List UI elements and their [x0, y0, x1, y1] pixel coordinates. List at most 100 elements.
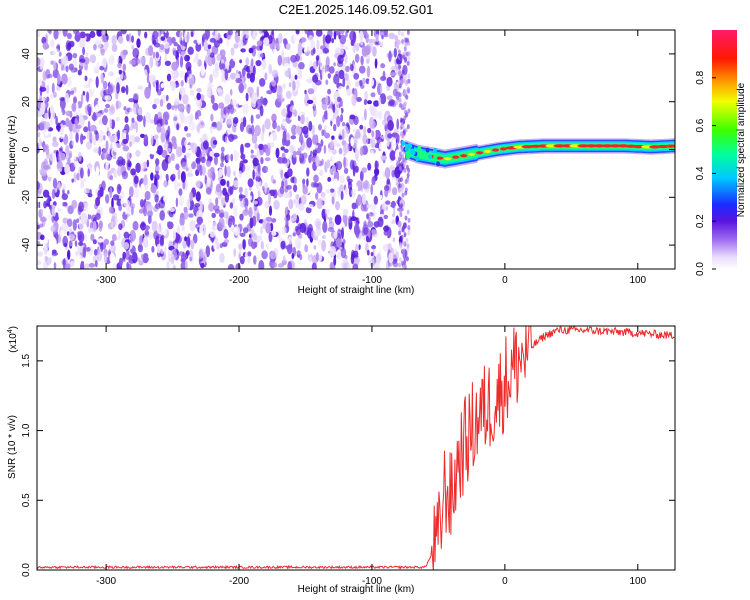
- noise-speck: [132, 92, 139, 100]
- signal-track: [401, 138, 675, 169]
- noise-speck: [220, 151, 225, 163]
- noise-speck: [86, 140, 92, 150]
- noise-speck: [88, 228, 94, 233]
- noise-speck: [217, 192, 222, 200]
- noise-speck: [232, 216, 235, 226]
- noise-speck: [182, 239, 188, 249]
- noise-speck: [370, 252, 374, 257]
- noise-speck: [131, 35, 134, 43]
- noise-speck: [210, 113, 214, 122]
- noise-speck: [172, 264, 176, 269]
- noise-speck: [176, 234, 182, 244]
- noise-speck: [233, 117, 239, 124]
- noise-speck: [50, 225, 56, 233]
- noise-speck: [269, 134, 274, 143]
- noise-speck: [186, 133, 192, 138]
- noise-speck: [273, 200, 280, 210]
- noise-speck: [228, 217, 232, 228]
- noise-edge-speck: [399, 57, 403, 63]
- noise-speck: [181, 225, 185, 231]
- noise-speck: [257, 235, 263, 242]
- noise-speck: [298, 61, 305, 70]
- noise-speck: [343, 156, 346, 169]
- noise-speck: [156, 226, 161, 234]
- noise-speck: [331, 37, 335, 44]
- spectrogram-x-tick-label: 0: [502, 275, 508, 286]
- noise-speck: [99, 90, 104, 97]
- noise-speck: [292, 68, 299, 75]
- noise-speck: [163, 41, 170, 49]
- noise-edge-speck: [403, 167, 407, 173]
- noise-speck: [368, 78, 375, 87]
- noise-edge-speck: [398, 151, 402, 157]
- noise-speck: [39, 223, 44, 228]
- noise-speck: [271, 231, 277, 237]
- noise-edge-speck: [406, 60, 410, 66]
- noise-speck: [335, 238, 343, 248]
- noise-speck: [209, 171, 216, 182]
- noise-speck: [284, 70, 291, 78]
- noise-speck: [331, 156, 337, 163]
- noise-speck: [180, 253, 188, 261]
- noise-speck: [165, 174, 169, 179]
- noise-speck: [374, 71, 379, 80]
- noise-speck: [329, 246, 337, 257]
- noise-speck: [63, 242, 68, 248]
- noise-speck: [64, 164, 71, 175]
- noise-speck: [340, 190, 344, 201]
- signal-core-segment: [484, 149, 492, 153]
- noise-speck: [373, 262, 380, 269]
- noise-speck: [383, 225, 389, 232]
- noise-speck: [395, 177, 399, 186]
- noise-speck: [310, 181, 318, 188]
- noise-speck: [388, 207, 394, 215]
- noise-speck: [247, 238, 254, 247]
- noise-speck: [352, 103, 355, 114]
- noise-speck: [103, 252, 108, 264]
- noise-speck: [87, 168, 90, 177]
- noise-edge-speck: [402, 54, 406, 60]
- noise-speck: [261, 97, 268, 106]
- noise-speck: [48, 30, 52, 35]
- noise-speck: [316, 198, 323, 210]
- noise-speck: [333, 178, 339, 187]
- noise-speck: [109, 252, 116, 264]
- noise-speck: [117, 156, 124, 165]
- noise-speck: [361, 116, 364, 122]
- noise-speck: [135, 121, 138, 133]
- noise-speck: [72, 123, 76, 133]
- noise-speck: [225, 112, 229, 120]
- noise-speck: [103, 238, 109, 246]
- noise-speck: [370, 184, 374, 196]
- noise-speck: [254, 143, 258, 150]
- noise-speck: [60, 229, 64, 238]
- noise-speck: [130, 168, 137, 176]
- noise-edge-speck: [405, 111, 409, 117]
- noise-speck: [283, 62, 290, 70]
- noise-speck: [332, 149, 337, 155]
- noise-speck: [144, 229, 150, 236]
- noise-speck: [294, 74, 298, 80]
- snr-y-tick-label: 1.5: [21, 353, 32, 367]
- noise-speck: [168, 156, 172, 164]
- noise-edge-speck: [404, 37, 408, 43]
- noise-speck: [311, 95, 317, 107]
- signal-onset-blob: [410, 148, 414, 154]
- noise-edge-speck: [399, 226, 403, 232]
- noise-edge-speck: [399, 244, 403, 250]
- noise-speck: [73, 148, 77, 160]
- noise-speck: [202, 251, 207, 264]
- noise-speck: [177, 182, 181, 187]
- noise-speck: [116, 55, 120, 64]
- noise-speck: [144, 190, 151, 201]
- noise-speck: [68, 150, 73, 159]
- signal-onset-blob: [433, 154, 438, 160]
- noise-speck: [196, 216, 203, 225]
- noise-speck: [132, 220, 139, 231]
- noise-speck: [346, 263, 351, 269]
- noise-speck: [46, 169, 54, 178]
- noise-speck: [315, 55, 320, 61]
- noise-speck: [239, 163, 246, 173]
- noise-speck: [360, 84, 365, 89]
- noise-edge-speck: [403, 74, 407, 80]
